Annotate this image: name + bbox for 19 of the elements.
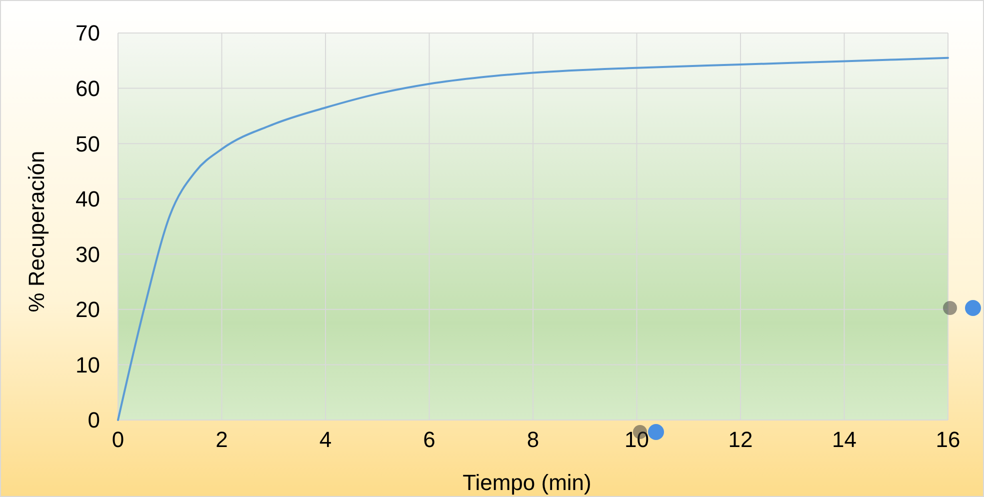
x-tick-label: 10 — [624, 427, 649, 452]
y-axis-title: % Recuperación — [24, 150, 49, 312]
x-tick-label: 2 — [216, 427, 228, 452]
x-tick-label: 6 — [423, 427, 436, 452]
x-tick-label: 4 — [319, 427, 332, 452]
x-tick-label: 12 — [728, 427, 753, 452]
x-tick-label: 16 — [936, 427, 960, 452]
y-tick-label: 20 — [76, 297, 100, 322]
y-tick-label: 30 — [76, 242, 100, 267]
x-axis-title: Tiempo (min) — [462, 470, 592, 495]
x-tick-label: 14 — [832, 427, 856, 452]
y-tick-label: 0 — [88, 408, 100, 433]
x-tick-label: 0 — [112, 427, 124, 452]
y-tick-label: 60 — [76, 76, 100, 101]
y-tick-label: 10 — [76, 352, 100, 378]
x-tick-label: 8 — [526, 427, 540, 452]
y-tick-label: 70 — [76, 20, 100, 46]
y-tick-label: 50 — [76, 131, 100, 156]
y-tick-label: 40 — [76, 186, 100, 212]
